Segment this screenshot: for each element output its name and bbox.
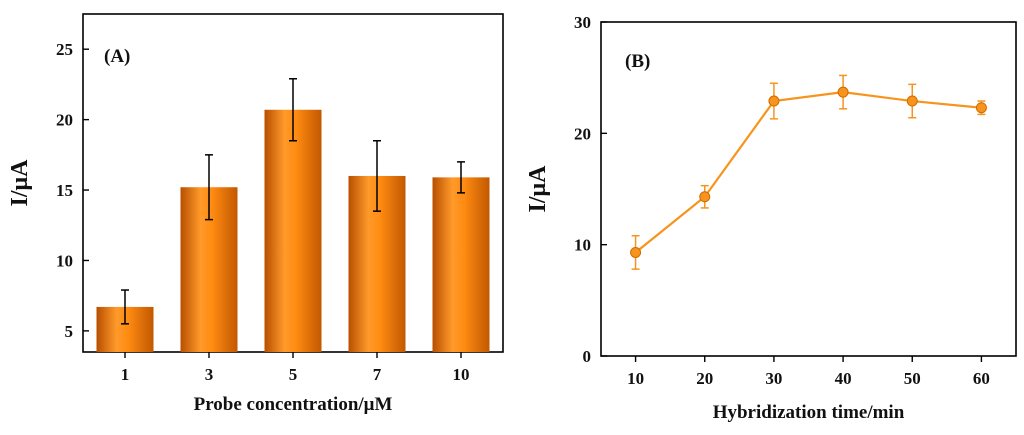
panel-b-frame	[600, 21, 1017, 357]
panel-b-xtick-label: 30	[765, 369, 782, 388]
panel-b-line-chart: 0 10 20 30 10 20 30 40 50 60 Hybridization time/mi…	[525, 13, 1017, 423]
panel-a-bar	[264, 109, 322, 353]
panel-b-xtick-label: 20	[696, 369, 713, 388]
panel-b-data-point	[699, 191, 711, 203]
panel-a-ytick-label: 25	[56, 40, 73, 59]
panel-b-data-point	[906, 95, 918, 107]
panel-b-xtick-label: 40	[835, 369, 852, 388]
panel-b-ytick-label: 0	[583, 347, 592, 366]
panel-b-xtick-label: 60	[973, 369, 990, 388]
panel-a-xtick-label: 3	[205, 365, 214, 384]
panel-a-y-axis-title: I/μA	[7, 159, 33, 207]
panel-b-xtick-label: 10	[627, 369, 644, 388]
panel-b-data-point	[837, 86, 849, 98]
panel-b-xtick-label: 50	[904, 369, 921, 388]
panel-a-x-axis-title: Probe concentration/μM	[194, 394, 393, 415]
panel-b-y-axis-title: I/μA	[525, 165, 551, 213]
panel-b-series-line	[634, 91, 982, 254]
panel-b-ytick-label: 20	[574, 124, 591, 143]
panel-a-label: (A)	[104, 46, 130, 67]
panel-b-ytick-label: 30	[574, 13, 591, 32]
panel-a-xtick-label: 10	[453, 365, 470, 384]
panel-b-ytick-label: 10	[574, 236, 591, 255]
panel-a-xtick-label: 7	[373, 365, 382, 384]
panel-a-ytick-label: 5	[65, 322, 74, 341]
panel-a-bar	[432, 177, 490, 352]
panel-a-xtick-label: 1	[121, 365, 130, 384]
panel-b-data-point	[975, 102, 987, 114]
panel-a-bar-chart: 5 10 15 20 25 1 3 5 7 10 Probe concentration/μM I/μ…	[7, 13, 504, 415]
panel-a-xtick-label: 5	[289, 365, 298, 384]
panel-a-ytick-label: 15	[56, 181, 73, 200]
panel-b-data-point	[768, 95, 780, 107]
panel-a-ytick-label: 10	[56, 251, 73, 270]
panel-b-x-axis-title: Hybridization time/min	[713, 402, 905, 423]
panel-a-ytick-label: 20	[56, 111, 73, 130]
panel-b-label: (B)	[625, 51, 650, 72]
panel-b-data-point	[630, 246, 642, 258]
